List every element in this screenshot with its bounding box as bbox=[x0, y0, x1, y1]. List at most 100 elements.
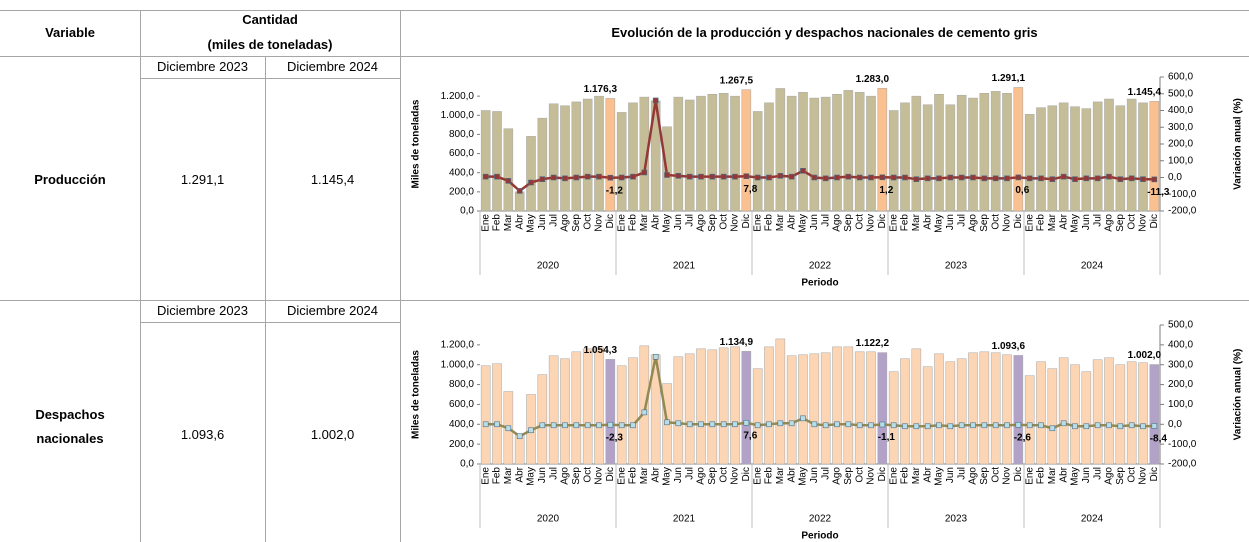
x-tick-label: Ago bbox=[560, 214, 571, 232]
x-tick-label: Jul bbox=[956, 214, 967, 227]
marker bbox=[800, 415, 806, 422]
x-tick-label: Jul bbox=[548, 467, 559, 480]
rule bbox=[140, 10, 141, 542]
bar bbox=[990, 352, 1001, 465]
x-tick-label: Jun bbox=[1081, 214, 1092, 230]
x-tick-label: Mar bbox=[503, 466, 514, 484]
bar bbox=[684, 353, 695, 465]
bar bbox=[560, 358, 570, 465]
y2-tick-label: 100,0 bbox=[1168, 399, 1193, 410]
bar bbox=[1058, 357, 1069, 465]
x-tick-label: Abr bbox=[1058, 466, 1069, 482]
value: 1.002,0 bbox=[310, 427, 355, 442]
bar bbox=[1002, 354, 1012, 465]
marker bbox=[834, 421, 840, 428]
bar bbox=[979, 93, 990, 212]
x-tick-label: Jul bbox=[1092, 467, 1103, 480]
bar bbox=[775, 88, 786, 212]
x-tick-label: Dic bbox=[1013, 214, 1024, 228]
marker bbox=[607, 174, 614, 181]
bar bbox=[673, 96, 684, 212]
bar bbox=[741, 351, 752, 465]
bar bbox=[1104, 357, 1114, 465]
value: 1.093,6 bbox=[180, 427, 225, 442]
bar bbox=[843, 90, 854, 212]
period: Diciembre 2023 bbox=[156, 303, 249, 318]
x-tick-label: May bbox=[798, 467, 809, 486]
rule bbox=[0, 10, 1249, 11]
x-tick-label: Nov bbox=[1138, 214, 1149, 232]
bar bbox=[888, 110, 899, 212]
bar bbox=[1047, 368, 1058, 465]
header: Variable bbox=[45, 25, 95, 40]
marker bbox=[516, 188, 523, 194]
line-value-label: -1,1 bbox=[878, 432, 896, 443]
marker bbox=[890, 422, 897, 429]
marker bbox=[879, 421, 886, 428]
bar bbox=[594, 95, 604, 212]
rule bbox=[140, 322, 400, 323]
marker bbox=[630, 422, 636, 429]
marker bbox=[573, 422, 580, 429]
rule bbox=[140, 78, 400, 79]
line-value-label: -11,3 bbox=[1147, 187, 1170, 198]
y2-tick-label: 500,0 bbox=[1168, 88, 1193, 99]
x-tick-label: May bbox=[662, 467, 673, 486]
marker bbox=[686, 173, 693, 180]
x-tick-label: Jul bbox=[956, 467, 967, 480]
bar bbox=[934, 353, 944, 465]
marker bbox=[720, 421, 727, 428]
x-tick-label: Sep bbox=[979, 467, 990, 485]
x-tick-label: Abr bbox=[1058, 213, 1069, 229]
x-tick-label: Oct bbox=[990, 214, 1001, 230]
marker bbox=[482, 421, 489, 428]
bar bbox=[888, 371, 899, 465]
x-tick-label: Ago bbox=[696, 214, 707, 232]
marker bbox=[936, 422, 942, 429]
x-tick-label: Ago bbox=[832, 467, 843, 485]
x-tick-label: Feb bbox=[492, 467, 503, 485]
marker bbox=[618, 422, 625, 429]
bar bbox=[526, 136, 536, 212]
y2-tick-label: -100,0 bbox=[1168, 439, 1197, 450]
bar bbox=[741, 89, 752, 212]
x-tick-label: Feb bbox=[628, 467, 639, 485]
bar bbox=[707, 349, 718, 465]
x-tick-label: Feb bbox=[764, 214, 775, 232]
marker bbox=[596, 422, 602, 429]
marker bbox=[630, 173, 636, 180]
chart: 0,0 200,0 400,0 600,0 800,0 1.000,0 1.200,0 -20… bbox=[411, 320, 1244, 542]
y2-tick-label: 600,0 bbox=[1168, 72, 1193, 83]
bar bbox=[877, 352, 888, 465]
marker bbox=[528, 179, 534, 186]
x-tick-label: Feb bbox=[900, 467, 911, 485]
x-tick-label: Ene bbox=[480, 467, 491, 485]
bar bbox=[809, 353, 820, 465]
x-tick-label: Oct bbox=[854, 467, 865, 483]
y-tick-label: 800,0 bbox=[449, 379, 474, 390]
y-tick-label: 1.200,0 bbox=[441, 339, 475, 350]
x-tick-label: Oct bbox=[718, 214, 729, 230]
x-tick-label: Ago bbox=[696, 467, 707, 485]
marker bbox=[1015, 174, 1022, 181]
marker bbox=[1151, 423, 1158, 429]
x-tick-label: Mar bbox=[911, 466, 922, 484]
bar bbox=[480, 110, 491, 212]
bar bbox=[537, 117, 548, 212]
x-tick-label: Jul bbox=[820, 467, 831, 480]
bar bbox=[832, 346, 842, 465]
marker bbox=[902, 423, 908, 430]
bar-value-label: 1.002,0 bbox=[1128, 350, 1162, 361]
bar bbox=[628, 357, 638, 465]
group-label: 2020 bbox=[537, 261, 560, 272]
x-tick-label: Sep bbox=[571, 214, 582, 232]
bar bbox=[548, 355, 559, 465]
bar bbox=[1138, 102, 1148, 212]
bar bbox=[684, 99, 695, 212]
bar bbox=[560, 105, 570, 212]
x-tick-label: Dic bbox=[877, 467, 888, 481]
bar bbox=[673, 356, 684, 465]
marker bbox=[698, 421, 704, 428]
bar bbox=[798, 354, 808, 465]
bar bbox=[480, 365, 491, 465]
